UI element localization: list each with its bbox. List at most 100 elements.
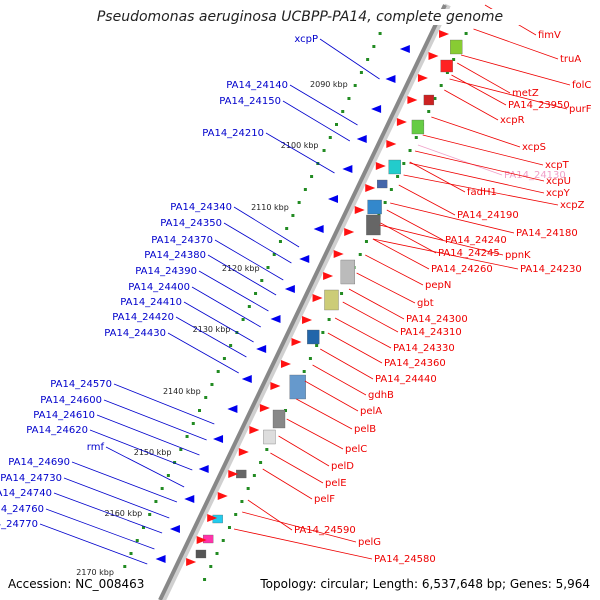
forward-gene-label: pelB — [354, 424, 376, 435]
reverse-gene-leader — [63, 477, 170, 519]
reverse-gene-arrow — [385, 75, 396, 83]
gene-block — [367, 199, 382, 215]
forward-gene-arrow — [249, 426, 260, 434]
reverse-gene-label: PA14_24410 — [120, 297, 182, 308]
reverse-gene-arrow — [155, 555, 166, 563]
forward-gene-leader — [356, 272, 416, 304]
reverse-gene-leader — [282, 100, 351, 142]
topology-label: Topology: circular; Length: 6,537,648 bp… — [260, 577, 590, 591]
forward-gene-leader — [431, 116, 521, 148]
gene-block — [289, 374, 306, 400]
tick-dot-right — [402, 162, 406, 165]
tick-dot-left — [260, 279, 264, 282]
forward-gene-leader — [342, 301, 399, 333]
tick-dot-right — [321, 331, 325, 334]
reverse-gene-arrow — [342, 165, 353, 173]
tick-dot-right — [414, 136, 418, 139]
forward-gene-arrow — [302, 316, 313, 324]
tick-dot-left — [310, 175, 314, 178]
pseudo-gene-label: PA14_24130 — [504, 170, 566, 181]
forward-gene-leader — [372, 238, 430, 270]
tick-dot-left — [154, 500, 158, 503]
kbp-tick-label: 2160 kbp — [105, 509, 143, 518]
tick-dot-right — [284, 409, 288, 412]
tick-dot-right — [221, 539, 225, 542]
forward-gene-arrow — [323, 272, 334, 280]
forward-gene-label: PA14_23950 — [508, 100, 570, 111]
reverse-gene-label: PA14_24730 — [0, 473, 62, 484]
tick-dot-right — [439, 84, 443, 87]
forward-gene-label: PA14_24360 — [384, 358, 446, 369]
forward-gene-arrow — [280, 360, 291, 368]
forward-gene-leader — [270, 452, 324, 484]
tick-dot-left — [160, 487, 164, 490]
forward-gene-label: pelD — [331, 461, 354, 472]
tick-dot-left — [229, 344, 233, 347]
forward-gene-label: pelG — [358, 537, 381, 548]
tick-dot-right — [327, 318, 331, 321]
tick-dot-left — [173, 461, 177, 464]
kbp-tick-label: 2100 kbp — [281, 141, 319, 150]
reverse-gene-label: PA14_24690 — [8, 457, 70, 468]
reverse-gene-leader — [191, 286, 261, 328]
gene-block — [307, 329, 320, 345]
tick-dot-left — [341, 110, 345, 113]
tick-dot-left — [129, 552, 133, 555]
tick-dot-right — [383, 201, 387, 204]
forward-gene-leader — [422, 134, 544, 166]
reverse-gene-arrow — [198, 465, 209, 473]
reverse-gene-label: PA14_24740 — [0, 488, 52, 499]
tick-dot-right — [464, 32, 468, 35]
forward-gene-leader — [379, 224, 504, 256]
reverse-gene-label: PA14_24380 — [144, 250, 206, 261]
forward-gene-label: PA14_24440 — [375, 374, 437, 385]
tick-dot-left — [335, 123, 338, 126]
forward-gene-leader — [403, 174, 559, 206]
forward-gene-label: pepN — [425, 280, 451, 291]
kbp-tick-label: 2110 kbp — [251, 203, 289, 212]
forward-gene-label: pelE — [325, 478, 347, 489]
reverse-gene-leader — [39, 523, 148, 565]
tick-dot-right — [364, 240, 368, 243]
tick-dot-right — [259, 461, 263, 464]
forward-gene-label: PA14_24260 — [431, 264, 493, 275]
reverse-gene-leader — [71, 461, 178, 503]
forward-gene-leader — [233, 528, 373, 560]
forward-gene-leader — [409, 162, 545, 194]
forward-gene-leader — [451, 74, 507, 106]
forward-gene-leader — [460, 54, 571, 86]
forward-gene-arrow — [228, 470, 239, 478]
accession-label: Accession: NC_008463 — [8, 577, 145, 591]
tick-dot-right — [209, 565, 213, 568]
forward-gene-arrow — [428, 52, 439, 60]
reverse-gene-label: PA14_24620 — [26, 425, 88, 436]
reverse-gene-leader — [96, 414, 200, 456]
reverse-gene-label: PA14_24570 — [50, 379, 112, 390]
forward-gene-label: PA14_24330 — [393, 343, 455, 354]
forward-gene-arrow — [312, 294, 323, 302]
tick-dot-left — [148, 513, 152, 516]
reverse-gene-label: rmf — [87, 442, 105, 453]
tick-dot-left — [328, 136, 332, 139]
tick-dot-right — [396, 175, 400, 178]
reverse-gene-label: PA14_24430 — [104, 328, 166, 339]
reverse-gene-leader — [319, 38, 380, 80]
gene-block — [366, 214, 381, 236]
kbp-tick-label: 2120 kbp — [222, 264, 260, 273]
forward-gene-arrow — [196, 536, 207, 544]
reverse-gene-label: PA14_24600 — [40, 395, 102, 406]
tick-dot-left — [141, 526, 145, 529]
forward-gene-leader — [457, 62, 511, 94]
kbp-tick-label: 2150 kbp — [134, 448, 172, 457]
forward-gene-label: xcpR — [500, 115, 525, 126]
forward-gene-label: purF — [569, 104, 592, 115]
tick-dot-right — [308, 357, 312, 360]
forward-gene-label: fadH1 — [467, 187, 497, 198]
tick-dot-left — [241, 318, 245, 321]
forward-gene-arrow — [439, 30, 450, 38]
reverse-gene-leader — [167, 332, 239, 374]
forward-gene-leader — [242, 511, 357, 543]
tick-dot-right — [252, 474, 256, 477]
tick-dot-left — [222, 357, 226, 360]
tick-dot-left — [353, 84, 357, 87]
